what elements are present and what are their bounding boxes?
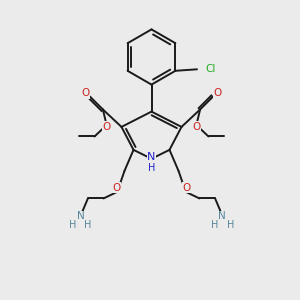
Text: O: O (182, 183, 190, 193)
Text: N: N (147, 152, 156, 162)
Text: H: H (69, 220, 76, 230)
Text: H: H (227, 220, 234, 230)
Text: O: O (103, 122, 111, 132)
Text: N: N (218, 212, 226, 221)
Text: O: O (192, 122, 200, 132)
Text: Cl: Cl (205, 64, 215, 74)
Text: H: H (148, 163, 155, 173)
Text: O: O (81, 88, 90, 98)
Text: H: H (212, 220, 219, 230)
Text: H: H (84, 220, 92, 230)
Text: O: O (213, 88, 222, 98)
Text: O: O (112, 183, 121, 193)
Text: N: N (77, 212, 85, 221)
